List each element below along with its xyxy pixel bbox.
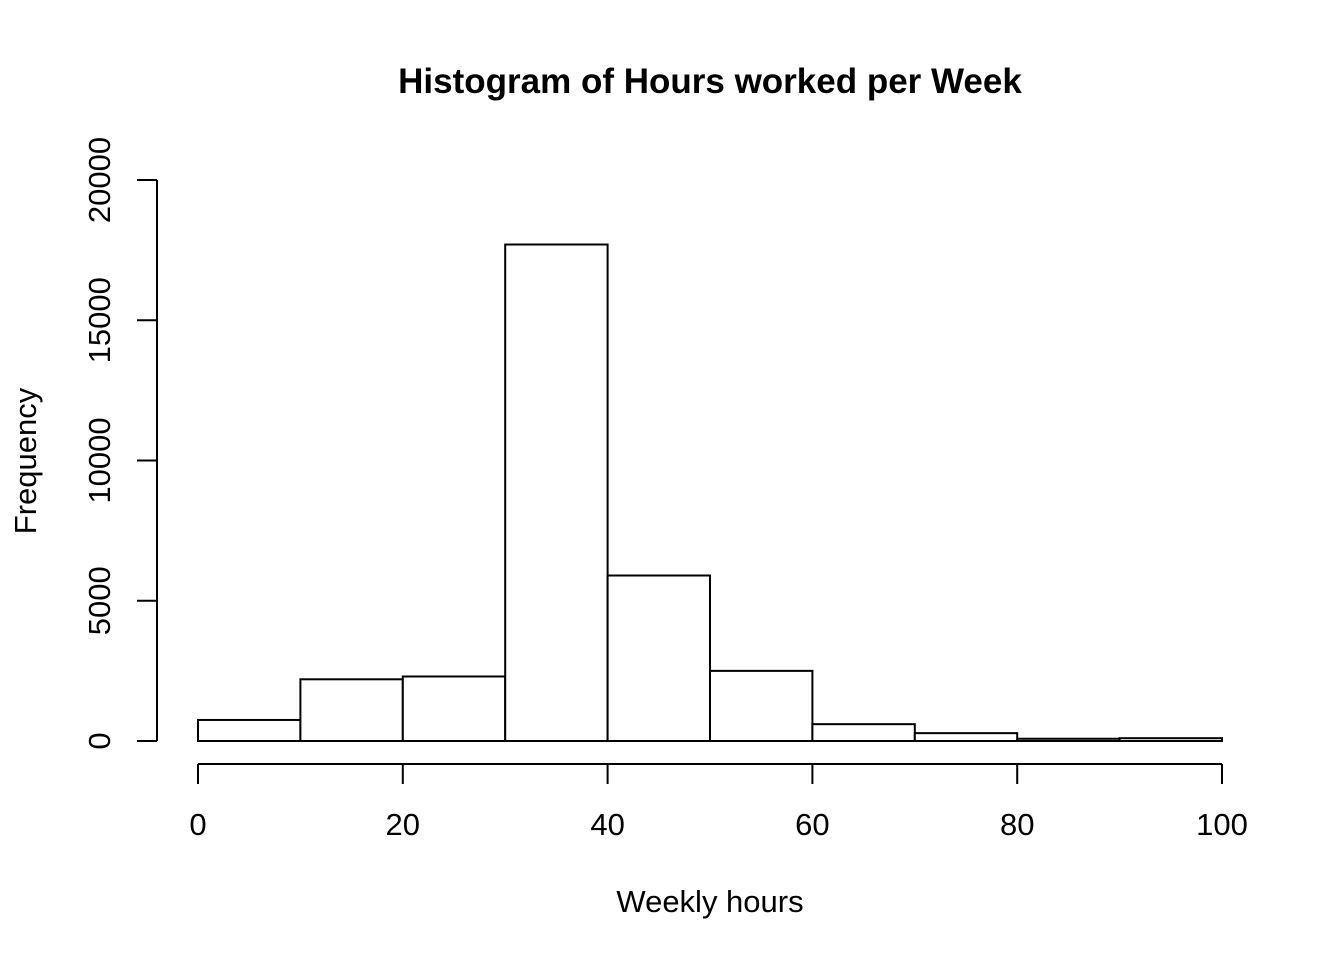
y-axis-label: Frequency [8, 387, 43, 534]
chart-title: Histogram of Hours worked per Week [398, 62, 1022, 101]
x-tick-label-100: 100 [1196, 807, 1248, 842]
histogram-bar-40-50 [606, 574, 711, 742]
y-tick-label-5000: 5000 [82, 566, 117, 635]
y-tick-label-0: 0 [82, 732, 117, 749]
x-tick-label-0: 0 [189, 807, 206, 842]
bars-group [197, 243, 1223, 743]
x-tick-label-80: 80 [1000, 807, 1034, 842]
histogram-bar-50-60 [709, 669, 814, 742]
histogram-bar-20-30 [401, 675, 507, 742]
x-axis: 0 20 40 60 80 100 [189, 763, 1248, 842]
x-tick-label-40: 40 [590, 807, 624, 842]
histogram-bar-70-80 [913, 732, 1019, 742]
y-axis: 0 5000 10000 15000 20000 [82, 137, 158, 750]
y-tick-label-15000: 15000 [82, 277, 117, 363]
x-tick-label-20: 20 [386, 807, 420, 842]
y-tick-label-10000: 10000 [82, 417, 117, 503]
histogram-bar-10-20 [299, 678, 404, 742]
y-tick-label-20000: 20000 [82, 137, 117, 223]
histogram-bar-0-10 [197, 718, 302, 743]
histogram-bar-80-90 [1016, 737, 1121, 742]
x-axis-label: Weekly hours [616, 884, 803, 919]
histogram-bar-60-70 [811, 723, 916, 742]
histogram-bar-30-40 [504, 243, 609, 742]
histogram-bar-90-100 [1118, 737, 1223, 743]
x-tick-label-60: 60 [795, 807, 829, 842]
